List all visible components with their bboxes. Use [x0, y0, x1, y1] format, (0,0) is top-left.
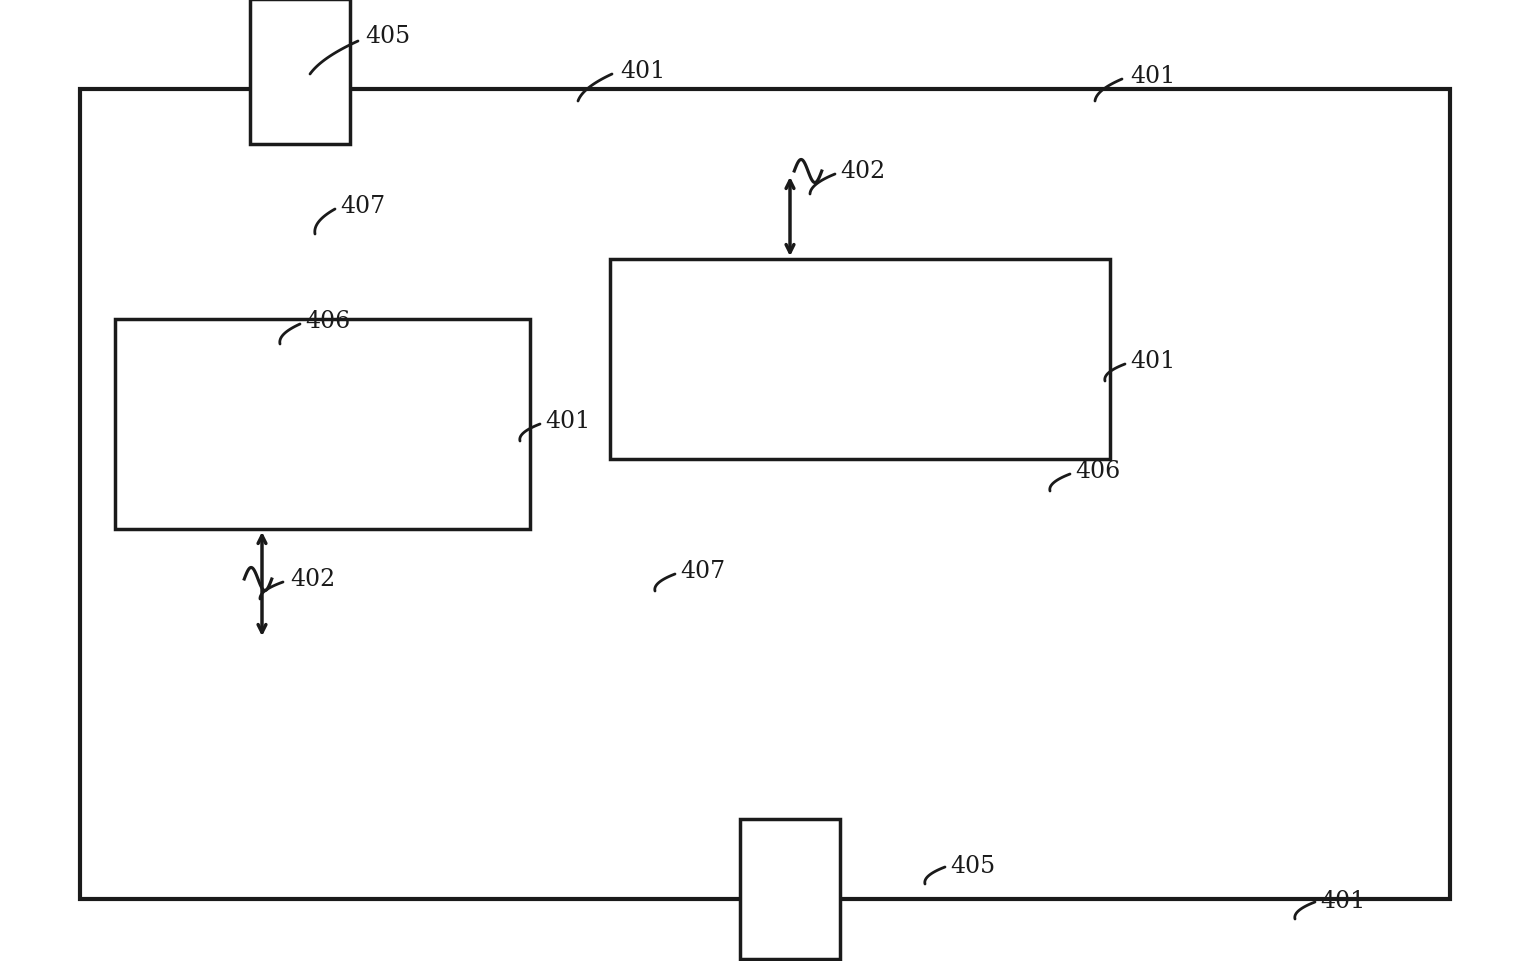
- Text: 406: 406: [306, 309, 350, 333]
- Bar: [251, 0, 350, 145]
- Text: 401: 401: [545, 409, 590, 432]
- Text: 401: 401: [1131, 65, 1175, 87]
- Text: 407: 407: [341, 195, 385, 218]
- Text: 407: 407: [680, 559, 726, 582]
- Text: 406: 406: [1076, 459, 1120, 482]
- Bar: [115, 320, 530, 530]
- Text: 401: 401: [1320, 889, 1365, 912]
- Bar: [610, 259, 1109, 459]
- Bar: [740, 819, 840, 959]
- Bar: [79, 90, 1450, 899]
- Text: 401: 401: [620, 60, 665, 83]
- Text: 405: 405: [365, 25, 410, 48]
- Text: 402: 402: [290, 567, 335, 590]
- Text: 401: 401: [1131, 350, 1175, 373]
- Text: 405: 405: [950, 854, 995, 877]
- Text: 402: 402: [840, 160, 885, 183]
